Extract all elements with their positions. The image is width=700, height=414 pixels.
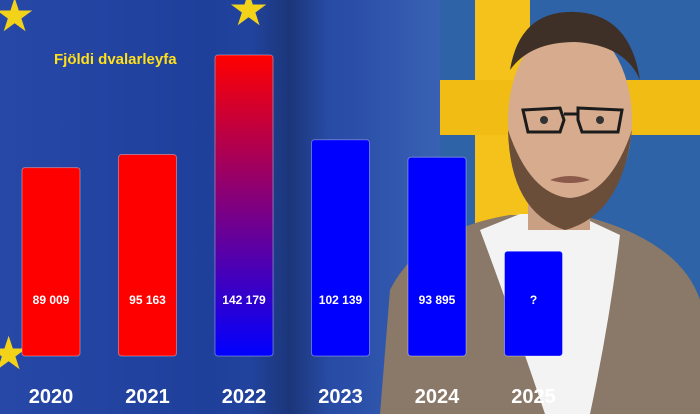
value-label-2023: 102 139: [319, 293, 363, 307]
eye-right: [596, 116, 604, 124]
hair: [510, 11, 640, 80]
bar-2021: [118, 154, 177, 357]
year-label-2020: 2020: [29, 386, 74, 408]
eu-star-icon: ★: [228, 0, 270, 36]
eye-left: [540, 116, 548, 124]
year-label-2024: 2024: [415, 386, 460, 408]
beard: [508, 130, 632, 230]
year-label-2021: 2021: [125, 386, 170, 408]
mouth: [550, 176, 590, 183]
value-label-2025: ?: [530, 293, 537, 307]
value-label-2022: 142 179: [222, 293, 266, 307]
year-label-2023: 2023: [318, 386, 363, 408]
bar-2024: [407, 156, 467, 357]
bar-2025: [504, 250, 563, 357]
glasses-left: [521, 106, 566, 134]
year-label-2025: 2025: [511, 386, 556, 408]
year-label-2022: 2022: [222, 386, 267, 408]
glasses-right: [576, 106, 624, 134]
bar-2022: [214, 54, 274, 357]
value-label-2021: 95 163: [129, 293, 166, 307]
value-label-2024: 93 895: [419, 293, 456, 307]
face: [508, 24, 632, 216]
chart-title: Fjöldi dvalarleyfa: [54, 51, 177, 68]
value-label-2020: 89 009: [33, 293, 70, 307]
bar-2020: [21, 167, 81, 357]
bar-2023: [311, 139, 370, 357]
eu-star-icon: ★: [0, 0, 36, 42]
